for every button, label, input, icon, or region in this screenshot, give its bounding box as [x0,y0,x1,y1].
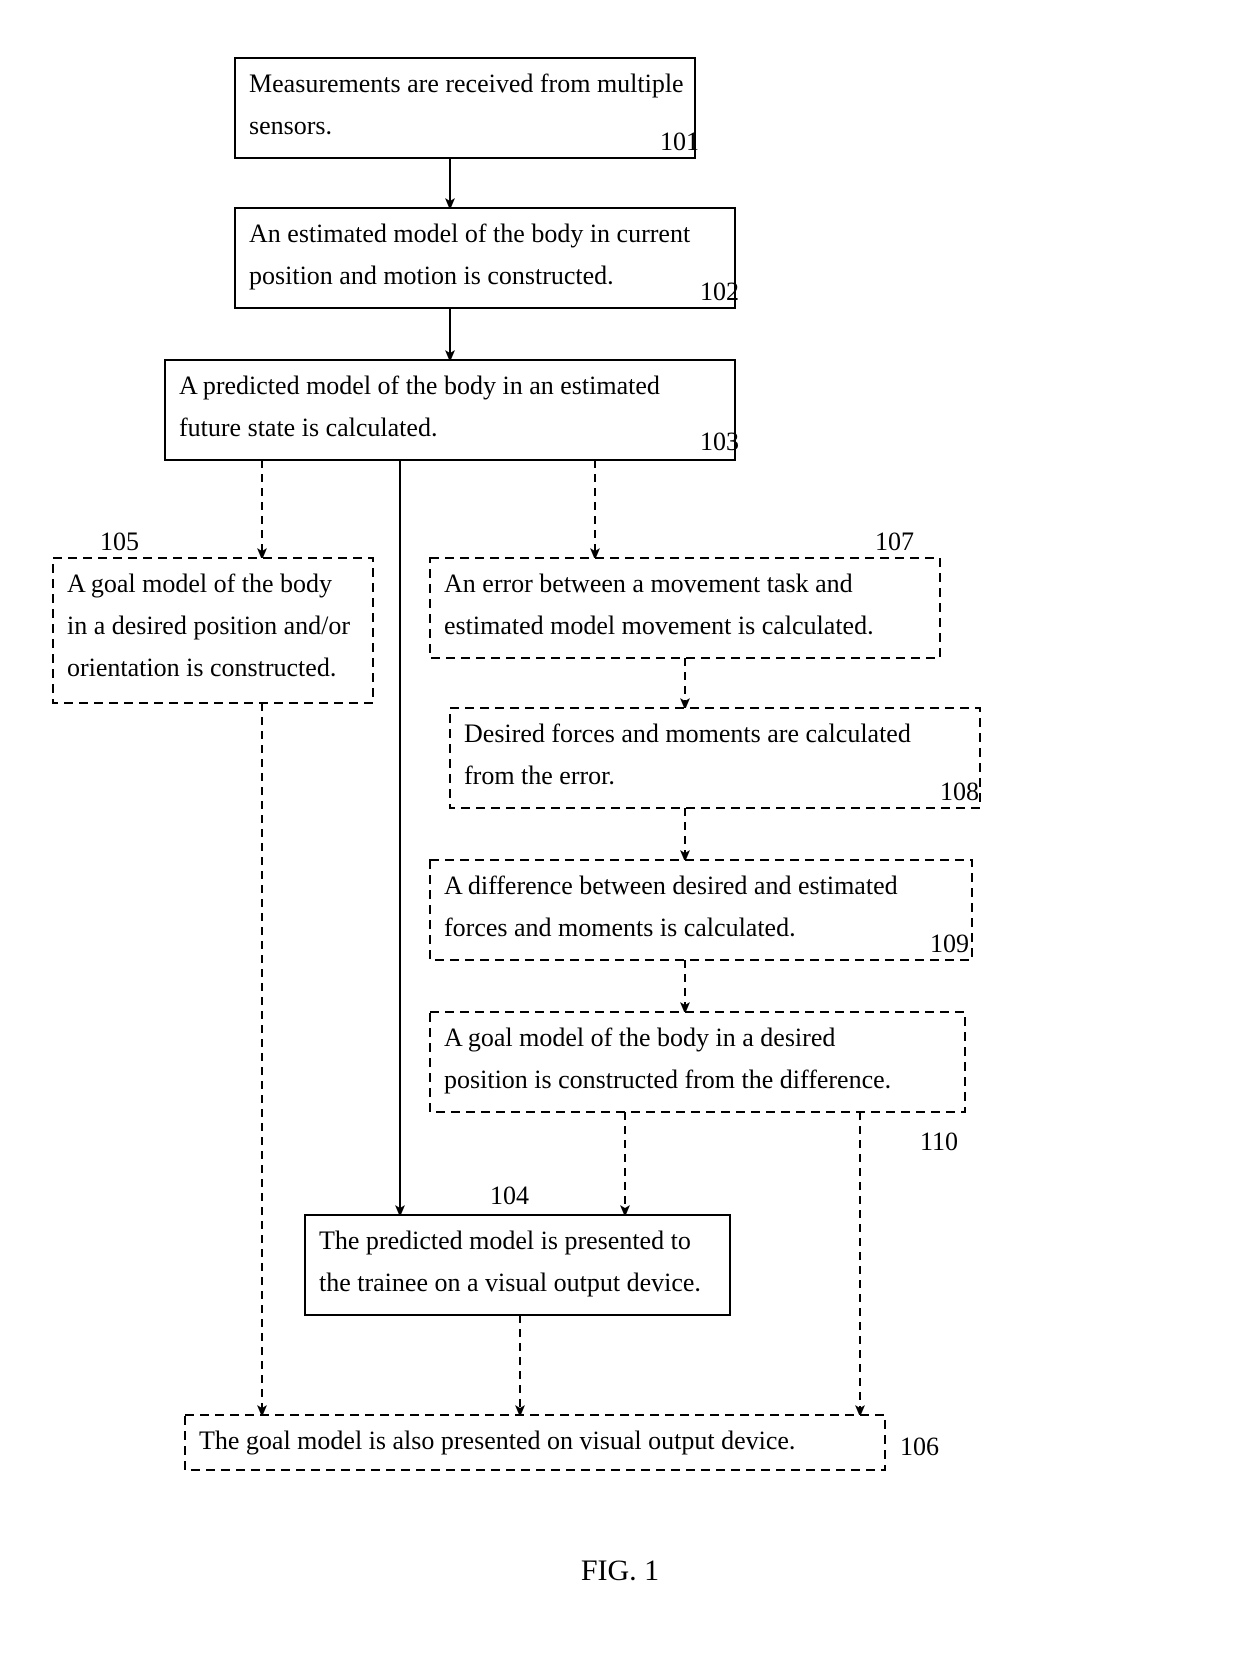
node-104-text-line-1: the trainee on a visual output device. [319,1268,701,1297]
node-106-text-line-0: The goal model is also presented on visu… [199,1426,795,1455]
node-109-text-line-1: forces and moments is calculated. [444,913,796,942]
node-108-number: 108 [940,777,979,806]
node-103: A predicted model of the body in an esti… [165,360,739,460]
node-105-number: 105 [100,527,139,556]
node-105-text-line-1: in a desired position and/or [67,611,350,640]
node-101-text-line-0: Measurements are received from multiple [249,69,684,98]
node-104: The predicted model is presented to the t… [305,1181,730,1315]
node-102: An estimated model of the body in curren… [235,208,739,308]
nodes-layer: Measurements are received from multiple s… [53,58,980,1470]
node-110: A goal model of the body in a desired pos… [430,1012,965,1156]
node-106: The goal model is also presented on visu… [185,1415,939,1470]
figure-label: FIG. 1 [581,1554,659,1587]
node-105-text-line-0: A goal model of the body [67,569,332,598]
node-107-text-line-0: An error between a movement task and [444,569,853,598]
node-109: A difference between desired and estimat… [430,860,972,960]
node-101-number: 101 [660,127,699,156]
node-102-text-line-1: position and motion is constructed. [249,261,614,290]
node-107: An error between a movement task and esti… [430,527,940,658]
node-108-text-line-0: Desired forces and moments are calculate… [464,719,911,748]
node-103-text-line-0: A predicted model of the body in an esti… [179,371,660,400]
node-104-text-line-0: The predicted model is presented to [319,1226,691,1255]
node-107-text-line-1: estimated model movement is calculated. [444,611,874,640]
node-109-text-line-0: A difference between desired and estimat… [444,871,898,900]
flowchart-canvas: Measurements are received from multiple s… [0,0,1240,1677]
node-101-text-line-1: sensors. [249,111,332,140]
node-106-number: 106 [900,1432,939,1461]
node-107-number: 107 [875,527,914,556]
node-108-text-line-1: from the error. [464,761,615,790]
node-109-number: 109 [930,929,969,958]
node-102-text-line-0: An estimated model of the body in curren… [249,219,691,248]
node-103-number: 103 [700,427,739,456]
node-108: Desired forces and moments are calculate… [450,708,980,808]
node-103-text-line-1: future state is calculated. [179,413,437,442]
node-110-text-line-0: A goal model of the body in a desired [444,1023,835,1052]
node-105-text-line-2: orientation is constructed. [67,653,336,682]
node-101: Measurements are received from multiple s… [235,58,699,158]
node-104-number: 104 [490,1181,529,1210]
node-110-number: 110 [920,1127,958,1156]
node-105: A goal model of the body in a desired pos… [53,527,373,703]
node-110-text-line-1: position is constructed from the differe… [444,1065,891,1094]
node-102-number: 102 [700,277,739,306]
